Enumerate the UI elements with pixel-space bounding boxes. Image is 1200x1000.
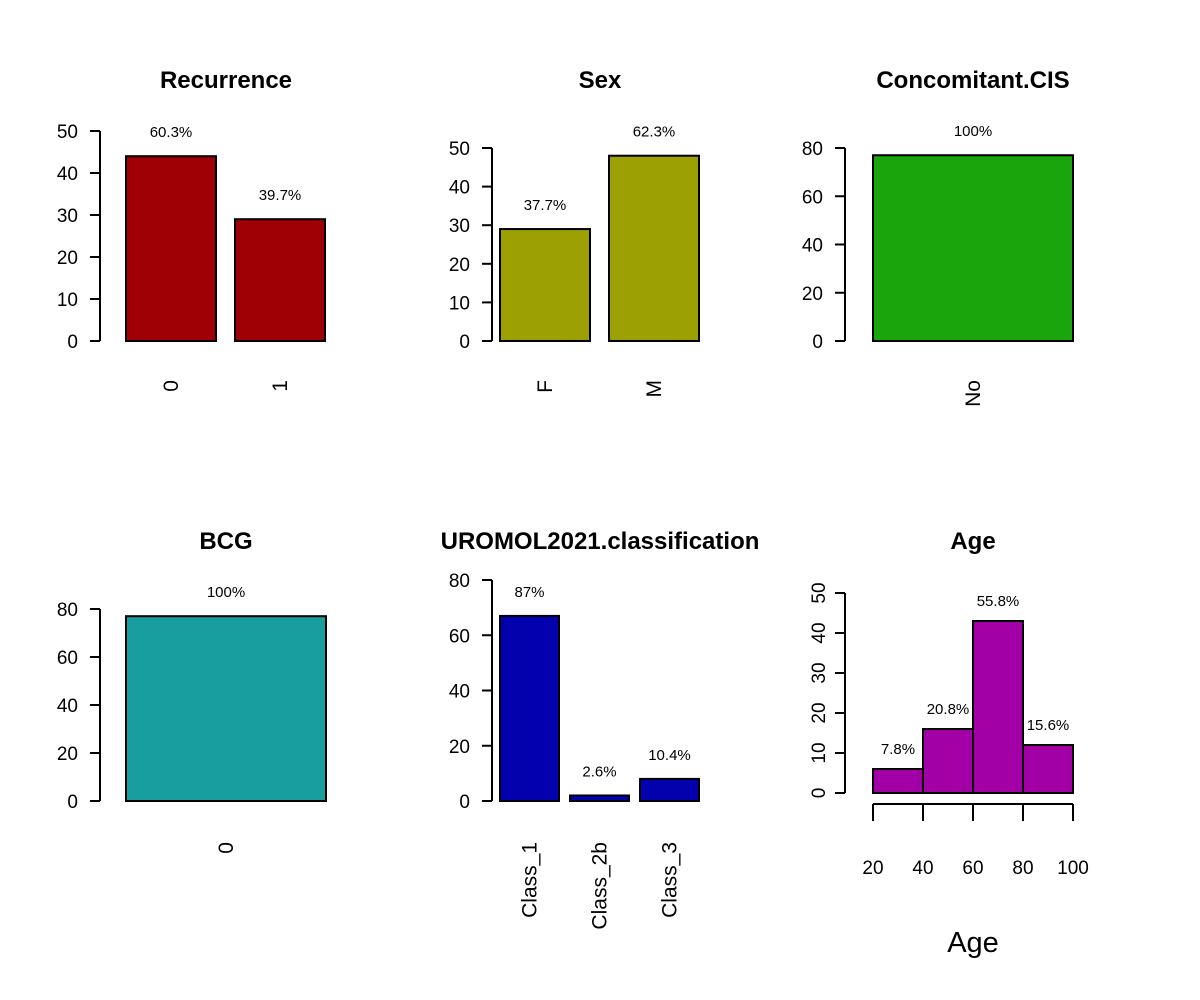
y-tick-label: 20 [57,744,78,765]
y-tick-label: 20 [809,702,830,723]
x-tick-label: 60 [962,858,983,879]
category-label: 0 [160,380,183,392]
panel-5: UROMOL2021.classification 0 20 40 60 80 87% Cla… [441,528,760,930]
x-tick-label: 20 [862,858,883,879]
y-tick-label: 0 [809,788,830,799]
bar [234,218,326,342]
bar-percent-label: 7.8% [881,741,915,758]
y-tick-label: 80 [449,571,470,592]
chart-title: Age [950,528,995,555]
category-label: 1 [269,380,292,392]
y-tick-label: 0 [459,332,470,353]
bar-percent-label: 100% [207,584,245,601]
bar [639,777,700,803]
x-tick-label: 100 [1057,858,1089,879]
bar-percent-label: 100% [954,123,992,140]
y-tick-label: 10 [809,742,830,763]
y-tick-label: 40 [809,622,830,643]
y-tick-label: 60 [57,648,78,669]
chart-title: BCG [199,528,252,555]
y-tick-label: 10 [449,293,470,314]
category-label: Class_2b [589,842,612,930]
chart-title: UROMOL2021.classification [441,528,760,555]
chart-title: Recurrence [160,67,292,94]
y-tick-label: 30 [449,216,470,237]
panel-4: BCG 0 20 40 60 80 100% 0 [57,528,327,854]
histogram-bar [872,768,924,794]
y-tick-label: 40 [57,164,78,185]
y-tick-label: 0 [67,792,78,813]
x-axis-label: Age [947,927,999,959]
y-tick-label: 30 [809,662,830,683]
bar [125,615,327,803]
histogram-bar [1022,744,1074,794]
y-tick-label: 20 [802,284,823,305]
y-tick-label: 80 [802,139,823,160]
chart-title: Sex [579,67,622,94]
category-label: No [962,380,985,407]
bar-percent-label: 55.8% [977,593,1020,610]
y-tick-label: 40 [449,682,470,703]
bar-percent-label: 37.7% [524,197,567,214]
y-tick-label: 30 [57,206,78,227]
panel-6: Age 0 10 20 30 40 50 7.8% 20.8% 55.8% 15.6% 20 40 60 8… [809,528,1089,959]
y-tick-label: 80 [57,600,78,621]
bar-percent-label: 10.4% [648,747,691,764]
chart-title: Concomitant.CIS [876,67,1069,94]
bar [569,794,630,802]
y-tick-label: 50 [449,139,470,160]
y-tick-label: 10 [57,290,78,311]
bar-percent-label: 62.3% [633,124,676,141]
y-tick-label: 40 [802,236,823,257]
y-tick-label: 60 [802,187,823,208]
category-label: Class_3 [659,842,682,918]
y-tick-label: 40 [57,696,78,717]
histogram-bar [972,620,1024,794]
y-tick-label: 20 [449,255,470,276]
y-tick-label: 50 [57,122,78,143]
bar-percent-label: 15.6% [1027,717,1070,734]
y-tick-label: 60 [449,626,470,647]
category-label: M [643,380,666,398]
bar [872,154,1074,342]
y-tick-label: 50 [809,582,830,603]
bar [499,614,560,802]
bar [608,154,700,342]
x-tick-label: 40 [912,858,933,879]
bar-percent-label: 20.8% [927,701,970,718]
x-tick-label: 80 [1012,858,1033,879]
panel-1: Recurrence 0 10 20 30 40 50 60.3% 0 39.7% 1 [57,67,326,392]
panel-2: Sex 0 10 20 30 40 50 37.7% F 62.3% M [449,67,700,398]
category-label: 0 [215,842,238,854]
y-tick-label: 0 [67,332,78,353]
y-tick-label: 40 [449,178,470,199]
category-label: F [534,380,557,393]
y-tick-label: 0 [812,332,823,353]
bar [125,155,217,342]
bar-percent-label: 2.6% [582,763,616,780]
histogram-bar [922,728,974,794]
y-tick-label: 20 [57,248,78,269]
category-label: Class_1 [519,842,542,918]
bar-percent-label: 87% [514,584,544,601]
panel-3: Concomitant.CIS 0 20 40 60 80 100% No [802,67,1074,407]
bar-percent-label: 60.3% [150,124,193,141]
y-tick-label: 20 [449,737,470,758]
bar-percent-label: 39.7% [259,187,302,204]
bar [499,228,591,342]
y-tick-label: 0 [459,792,470,813]
